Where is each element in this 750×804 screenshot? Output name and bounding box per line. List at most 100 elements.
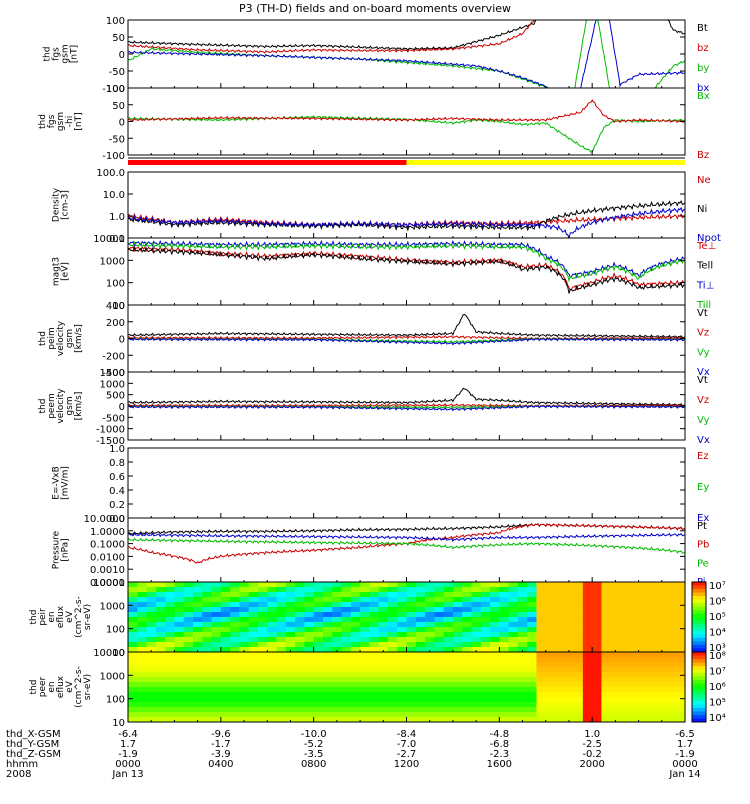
- y-label-line: en: [47, 611, 57, 622]
- series-line-Npot: [128, 206, 685, 238]
- y-label-line: eflux: [56, 675, 66, 698]
- panel-frame: [127, 171, 686, 239]
- x-tick-value: -7.0: [397, 739, 417, 750]
- panel-fgs-hi: Bx Bz 100 50 0 -50 -100 thd fgs gsm -hi [nT]: [38, 84, 710, 162]
- series-line-Bz: [128, 99, 685, 124]
- series-line-Vx: [128, 404, 685, 412]
- panel-peer-spectrogram: 10⁸ 10⁷ 10⁶ 10⁵ 10⁴ 10000 1000 100 10 thd peer en ef…: [29, 648, 726, 729]
- y-label-line: Pressure: [52, 530, 62, 569]
- y-label-line: thd: [29, 610, 39, 625]
- panel-frame: [127, 87, 686, 156]
- panel-fgs: Bt bz by bx 100 50 0 -50 -100 thd fgs gsm [nT]: [43, 16, 710, 95]
- y-label-line: [nPa]: [61, 538, 71, 561]
- x-tick-value: -6.5: [675, 729, 695, 740]
- y-label-line: [eV]: [61, 262, 71, 281]
- panel-temperature: Te⊥ Tell Ti⊥ Till 10000 1000 100 10 magt3 [eV]: [52, 234, 717, 312]
- series-line-Tell: [128, 245, 685, 294]
- x-tick-value: Jan 14: [668, 769, 700, 780]
- y-label-line: en: [47, 681, 57, 692]
- y-tick-label: 1000: [100, 379, 125, 390]
- panel-density: Ne Ni Npot 100.0 10.0 1.0 0.1 Density [cm-3]: [52, 168, 721, 245]
- legend-Ti⊥: Ti⊥: [696, 280, 714, 291]
- colorbar-label: 10³: [709, 643, 726, 654]
- x-tick-value: 1.7: [677, 739, 693, 750]
- y-label-line: thd: [38, 114, 48, 129]
- mode-segment-1: [406, 160, 685, 165]
- y-tick-label: 1000: [100, 601, 125, 612]
- x-tick-value: -2.3: [490, 749, 510, 760]
- y-label-line: thd: [29, 680, 39, 695]
- y-tick-label: -100: [102, 151, 125, 162]
- series-line-Vz: [128, 402, 685, 408]
- series-line-Ti⊥: [128, 239, 685, 279]
- series-group: [128, 522, 685, 564]
- y-label-line: [nT]: [74, 112, 84, 130]
- legend-Bz: Bz: [697, 150, 709, 161]
- series-line-Pe: [128, 537, 685, 554]
- y-label-line: gsm: [65, 329, 75, 348]
- y-axis-label: thd fgs gsm [nT]: [43, 44, 80, 63]
- legend-Tell: Tell: [696, 261, 713, 272]
- legend-Till: Till: [696, 300, 711, 311]
- colorbar-label: 10⁷: [709, 667, 726, 678]
- y-label-line: gsm: [56, 112, 66, 131]
- y-label-line: sr-eV): [83, 674, 93, 700]
- panel-frame: [127, 19, 686, 89]
- y-tick-label: -1500: [96, 436, 125, 447]
- legend-Vt: Vt: [697, 375, 708, 386]
- x-tick-value: 2000: [579, 759, 604, 770]
- x-tick-value: -3.5: [304, 749, 324, 760]
- y-tick-label: 1000: [100, 671, 125, 682]
- y-tick-label: -50: [109, 67, 125, 78]
- y-tick-label: 10: [112, 718, 125, 729]
- legend-Ez: Ez: [697, 451, 709, 462]
- spectrogram-image: [128, 582, 685, 652]
- y-tick-label: 400: [106, 301, 125, 312]
- y-tick-label: 50: [112, 33, 125, 44]
- x-tick-value: 1.0: [584, 729, 600, 740]
- y-axis-label: thd peir en eflux eV (cm^2-s-sr-eV): [29, 596, 93, 638]
- x-tick-value: -1.9: [675, 749, 695, 760]
- legend-Npot: Npot: [697, 233, 721, 244]
- colorbar: 10⁸ 10⁷ 10⁶ 10⁵ 10⁴: [691, 651, 726, 724]
- panel-mode-bar: [128, 157, 685, 165]
- panel-efield: Ez Ey Ex 1.0 0.8 0.6 0.4 0.2 0.0 E=-VxB [mV/m]: [52, 444, 710, 525]
- y-tick-label: 0.4: [109, 486, 125, 497]
- colorbar-label: 10⁴: [709, 628, 726, 639]
- y-tick-label: 10.0000: [84, 514, 125, 525]
- y-tick-label: 0.1: [109, 234, 125, 245]
- x-row-label: thd_Y-GSM: [6, 739, 59, 750]
- x-tick-value: 1600: [487, 759, 512, 770]
- colorbar-label: 10⁶: [709, 682, 726, 693]
- colorbar-label: 10⁵: [709, 612, 726, 623]
- series-line-Vt: [128, 313, 685, 339]
- legend-Vt: Vt: [697, 308, 708, 319]
- y-tick-label: 0.2: [109, 500, 125, 511]
- y-label-line: (cm^2-s-: [74, 666, 84, 708]
- x-tick-value: -4.8: [490, 729, 510, 740]
- legend-Ex: Ex: [697, 513, 709, 524]
- y-label-line: thd: [38, 399, 48, 414]
- y-label-line: E=-VxB: [52, 466, 62, 500]
- series-line-Bx: [128, 115, 685, 153]
- x-tick-value: 0400: [208, 759, 233, 770]
- series-group: [128, 239, 685, 294]
- y-label-line: fgs: [52, 47, 62, 61]
- panel-frame: [127, 447, 686, 519]
- y-label-line: [cm-3]: [61, 190, 71, 220]
- y-tick-label: 200: [106, 318, 125, 329]
- series-line-Pi: [128, 532, 685, 542]
- x-tick-value: -2.7: [397, 749, 417, 760]
- x-tick-value: -0.2: [582, 749, 602, 760]
- y-label-line: [mV/m]: [61, 466, 71, 500]
- y-label-line: [km/s]: [74, 324, 84, 353]
- series-group: [128, 313, 685, 346]
- y-tick-label: 100: [106, 84, 125, 95]
- panel-frame: [127, 517, 686, 583]
- colorbar-label: 10⁷: [709, 581, 726, 592]
- y-axis-label: E=-VxB [mV/m]: [52, 466, 71, 500]
- colorbar-label: 10⁵: [709, 698, 726, 709]
- mode-segment-0: [128, 160, 407, 165]
- y-label-line: eV: [65, 610, 75, 623]
